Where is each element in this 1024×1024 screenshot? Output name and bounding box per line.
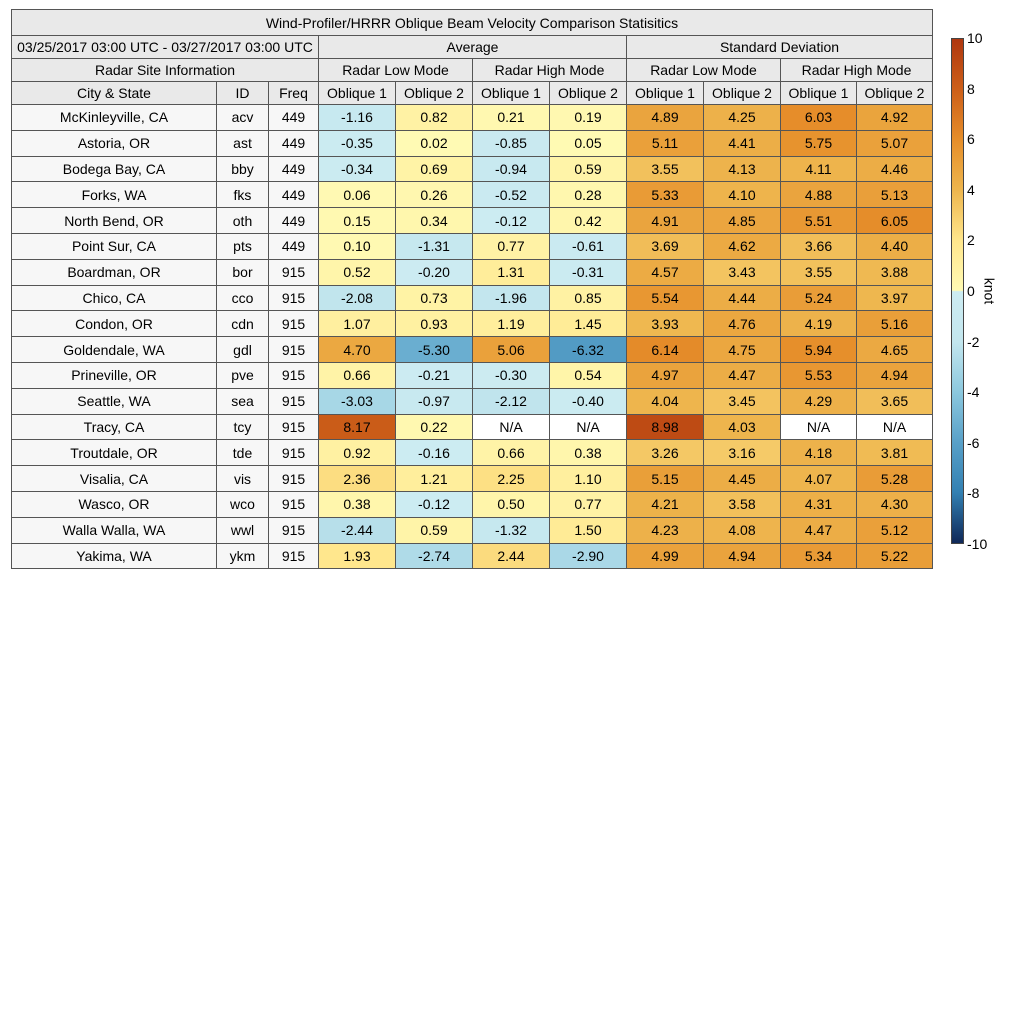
svg-text:knot: knot (981, 278, 997, 305)
